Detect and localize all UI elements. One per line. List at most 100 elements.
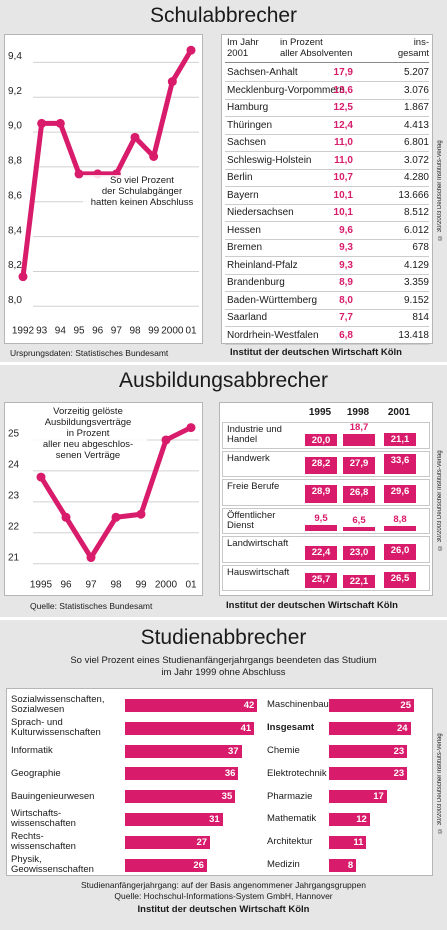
value-label: 24 xyxy=(397,722,408,734)
total: 4.280 xyxy=(403,172,429,183)
y-tick-label: 9,4 xyxy=(8,51,22,62)
x-tick-label: 1992 xyxy=(12,326,35,337)
region: Rheinland-Pfalz xyxy=(227,259,298,271)
value-label: 42 xyxy=(243,700,255,711)
bar xyxy=(343,527,375,531)
total: 4.129 xyxy=(403,259,429,271)
x-tick-label: 1995 xyxy=(30,580,53,591)
bar xyxy=(384,525,416,531)
value-label: 20,0 xyxy=(311,434,331,446)
total: 3.072 xyxy=(403,154,429,166)
subtitle: So viel Prozent eines Studienanfängerjah… xyxy=(70,655,377,678)
region: Bremen xyxy=(227,242,263,253)
point xyxy=(55,118,65,128)
value-label: 23 xyxy=(393,745,405,757)
y-tick-label: 8,6 xyxy=(8,190,22,201)
row: Freie Berufe 28,9 26,8 29,6 xyxy=(222,479,430,506)
legend-label: 1998 xyxy=(346,407,370,418)
value-label: 21,1 xyxy=(390,433,410,445)
value-label: 9,5 xyxy=(314,513,328,525)
y-tick-label: 9,0 xyxy=(8,121,22,132)
copyright: © 30/2003 Deutscher Instituts-Verlag xyxy=(437,733,443,833)
value-label: 35 xyxy=(221,791,233,803)
legend-label: 1995 xyxy=(308,407,332,418)
source: Ursprungsdaten: Statistisches Bundesamt xyxy=(10,348,169,358)
row-rule xyxy=(225,116,429,117)
publisher: Institut der deutschen Wirtschaft Köln xyxy=(137,904,310,915)
percent: 10,7 xyxy=(333,172,353,183)
category-label: Medizin xyxy=(267,858,300,870)
x-tick-label: 97 xyxy=(111,326,123,337)
value-label: 23 xyxy=(393,768,405,780)
bar xyxy=(329,790,387,804)
bar xyxy=(305,433,337,446)
total: 9.152 xyxy=(403,294,429,306)
value-label: 26,5 xyxy=(390,573,410,585)
bar xyxy=(343,457,375,474)
bar xyxy=(125,813,223,826)
panel: 21 22 23 24 25 1995 96 97 98 99 2000 01 Vorzeitig ge… xyxy=(4,402,203,596)
point xyxy=(186,45,196,55)
percent: 11,0 xyxy=(334,154,353,166)
point xyxy=(86,553,96,563)
total: 6.801 xyxy=(403,137,429,148)
x-tick-label: 95 xyxy=(73,326,85,337)
bar xyxy=(329,744,408,758)
row-rule xyxy=(225,291,429,292)
x-tick-label: 96 xyxy=(92,326,104,337)
panel: Sozialwissenschaften, Sozialwesen 42 Sprac… xyxy=(6,688,433,876)
y-tick-label: 8,8 xyxy=(8,156,22,167)
annotation: Vorzeitig gelöste Ausbildungsverträge in… xyxy=(29,406,147,461)
x-tick-label: 94 xyxy=(55,326,67,337)
point xyxy=(167,77,177,87)
region: Baden-Württemberg xyxy=(227,294,318,306)
point xyxy=(161,435,171,445)
point xyxy=(36,472,46,482)
category-label: Architektur xyxy=(267,836,313,848)
value-label: 6,5 xyxy=(352,515,366,527)
bar xyxy=(125,835,211,849)
note: Quelle: Hochschul-Informations-System Gm… xyxy=(114,891,333,901)
panel: 8,0 8,2 8,4 8,6 8,8 9,0 9,2 9,4 1992 93 94 95 96 97 98… xyxy=(4,34,203,344)
percent: 7,7 xyxy=(339,312,353,323)
separator xyxy=(0,617,447,620)
category-label: Informatik xyxy=(11,744,53,756)
category-label: Handwerk xyxy=(227,452,270,464)
percent: 8,0 xyxy=(339,294,353,306)
row: Landwirtschaft 22,4 23,0 26,0 xyxy=(222,536,430,563)
bar xyxy=(125,767,239,781)
y-tick-label: 9,2 xyxy=(8,86,22,97)
point xyxy=(61,512,71,522)
value-label: 28,2 xyxy=(311,458,331,470)
y-tick-label: 24 xyxy=(8,460,20,471)
category-label: Industrie und Handel xyxy=(227,424,282,445)
percent: 9,3 xyxy=(339,242,353,253)
section-title: Schulabbrecher xyxy=(149,4,298,27)
value-label: 18,7 xyxy=(349,422,369,434)
category-label: Insgesamt xyxy=(267,722,314,734)
value-label: 33,6 xyxy=(390,454,410,466)
value-label: 11 xyxy=(353,836,364,848)
x-tick-label: 93 xyxy=(36,326,48,337)
bar xyxy=(384,453,416,474)
value-label: 8 xyxy=(347,859,354,871)
bar xyxy=(305,485,337,503)
category-label: Öffentlicher Dienst xyxy=(227,509,276,531)
percent: 10,1 xyxy=(333,189,353,201)
total: 1.867 xyxy=(403,102,429,113)
row-rule xyxy=(225,238,429,240)
bar xyxy=(305,525,337,531)
region: Thüringen xyxy=(227,119,273,131)
category-label: Sprach- und Kulturwissenschaften xyxy=(11,717,101,739)
percent: 12,4 xyxy=(333,119,353,131)
region: Brandenburg xyxy=(227,277,285,288)
bar xyxy=(329,858,357,872)
y-tick-label: 8,0 xyxy=(8,295,22,306)
value-label: 26,8 xyxy=(349,487,369,499)
y-tick-label: 21 xyxy=(8,552,20,563)
category-label: Sozialwissenschaften, Sozialwesen xyxy=(11,694,105,716)
publisher: Institut der deutschen Wirtschaft Köln xyxy=(230,347,402,358)
total: 5.207 xyxy=(403,67,429,78)
total: 3.359 xyxy=(403,277,429,288)
